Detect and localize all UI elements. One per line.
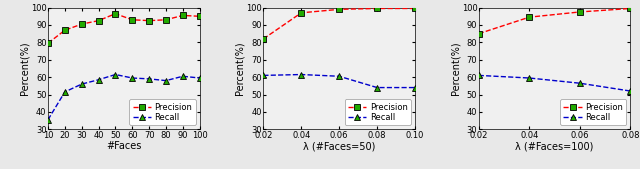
Recall — [260, 74, 268, 76]
X-axis label: #Faces: #Faces — [106, 141, 141, 151]
Precision — [373, 7, 381, 9]
Precision — [411, 7, 419, 9]
Precision — [129, 19, 136, 21]
Legend: Precision, Recall: Precision, Recall — [129, 99, 195, 125]
Line: Precision: Precision — [260, 6, 418, 42]
Precision — [196, 15, 204, 17]
Precision — [576, 11, 584, 13]
X-axis label: λ (#Faces=50): λ (#Faces=50) — [303, 141, 376, 151]
Recall — [162, 80, 170, 82]
Precision — [260, 38, 268, 40]
Precision — [298, 12, 305, 14]
Recall — [576, 82, 584, 84]
Recall — [111, 74, 119, 76]
Precision — [44, 42, 52, 44]
Line: Recall: Recall — [476, 73, 633, 94]
Y-axis label: Percent(%): Percent(%) — [235, 42, 245, 95]
Precision — [475, 33, 483, 35]
Precision — [179, 14, 187, 16]
Precision — [335, 8, 343, 10]
Recall — [411, 87, 419, 89]
Precision — [111, 13, 119, 15]
Y-axis label: Percent(%): Percent(%) — [19, 42, 29, 95]
Precision — [95, 20, 102, 22]
Recall — [78, 83, 86, 85]
Recall — [179, 75, 187, 77]
Y-axis label: Percent(%): Percent(%) — [450, 42, 460, 95]
Recall — [475, 74, 483, 76]
Recall — [44, 119, 52, 121]
Recall — [129, 77, 136, 79]
Recall — [627, 90, 634, 92]
Recall — [61, 91, 68, 93]
Precision — [145, 20, 153, 22]
Legend: Precision, Recall: Precision, Recall — [560, 99, 626, 125]
Recall — [335, 75, 343, 77]
Line: Precision: Precision — [476, 6, 633, 37]
Line: Precision: Precision — [45, 11, 202, 46]
X-axis label: λ (#Faces=100): λ (#Faces=100) — [515, 141, 594, 151]
Recall — [373, 87, 381, 89]
Precision — [162, 19, 170, 21]
Line: Recall: Recall — [45, 72, 202, 123]
Recall — [95, 79, 102, 81]
Legend: Precision, Recall: Precision, Recall — [345, 99, 411, 125]
Recall — [525, 77, 533, 79]
Recall — [145, 78, 153, 80]
Precision — [627, 7, 634, 9]
Precision — [61, 29, 68, 31]
Recall — [298, 74, 305, 76]
Precision — [525, 16, 533, 18]
Precision — [78, 23, 86, 25]
Line: Recall: Recall — [260, 72, 418, 90]
Recall — [196, 77, 204, 79]
